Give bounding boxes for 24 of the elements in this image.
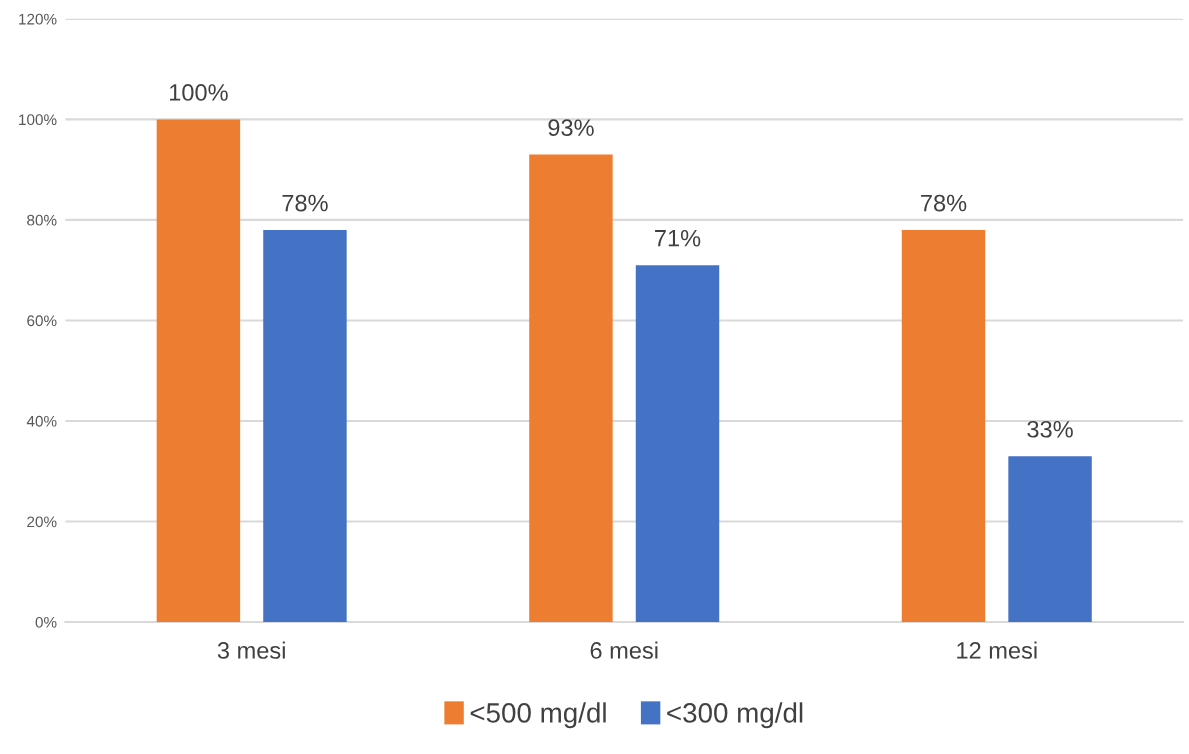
data-label: 100%: [170, 84, 228, 101]
y-tick-label: 0%: [35, 616, 57, 628]
bar: [263, 229, 347, 623]
bar: [1008, 456, 1092, 623]
x-tick-label: 12 mesi: [957, 641, 1037, 659]
y-tick-label: 20%: [27, 516, 57, 528]
data-label: 93%: [548, 119, 594, 137]
y-tick-label: 60%: [27, 315, 57, 327]
bar: [529, 154, 613, 623]
data-label: 71%: [655, 229, 701, 247]
data-label: 33%: [1027, 420, 1073, 438]
data-label: 78%: [282, 194, 328, 212]
y-tick-label: 40%: [26, 415, 57, 427]
bar: [156, 119, 241, 623]
bar: [901, 229, 986, 623]
data-label: 78%: [921, 194, 967, 212]
x-tick-label: 6 mesi: [590, 641, 658, 659]
y-tick-label: 100%: [19, 114, 57, 126]
legend-label: <500 mg/dl: [470, 702, 606, 729]
bar: [635, 265, 720, 623]
legend-label: <300 mg/dl: [667, 702, 803, 729]
x-tick-label: 3 mesi: [217, 641, 285, 659]
y-tick-label: 120%: [19, 13, 57, 25]
y-tick-label: 80%: [27, 214, 57, 226]
